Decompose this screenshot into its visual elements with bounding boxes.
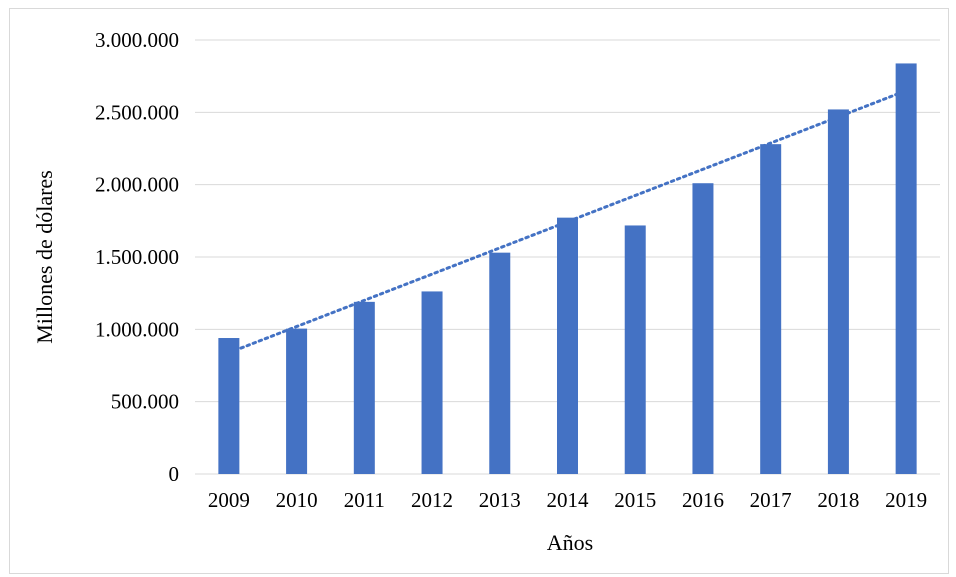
x-axis-title: Años [547, 530, 593, 555]
y-tick-label: 1.500.000 [95, 245, 179, 269]
x-tick-label: 2015 [614, 488, 656, 512]
gridlines [195, 39, 940, 475]
bar-2017 [760, 144, 782, 474]
y-tick-label: 3.000.000 [95, 28, 179, 52]
x-tick-label: 2014 [547, 488, 590, 512]
y-tick-labels: 0 500.000 1.000.000 1.500.000 2.000.000 2.500… [95, 28, 179, 486]
bar-2012 [421, 291, 443, 474]
bar-2018 [827, 109, 849, 474]
bar-2009 [218, 338, 240, 474]
bar-2014 [557, 217, 578, 474]
bar-2011 [353, 301, 375, 474]
x-tick-label: 2016 [682, 488, 724, 512]
x-tick-label: 2012 [411, 488, 453, 512]
bar-2019 [895, 63, 917, 474]
y-tick-label: 500.000 [111, 390, 179, 414]
x-tick-label: 2013 [479, 488, 521, 512]
x-tick-label: 2017 [750, 488, 792, 512]
x-tick-label: 2019 [885, 488, 927, 512]
bar-2010 [286, 328, 308, 474]
bar-2016 [692, 183, 714, 474]
y-tick-label: 2.500.000 [95, 100, 179, 124]
x-tick-label: 2018 [817, 488, 859, 512]
y-tick-label: 2.000.000 [95, 173, 179, 197]
x-tick-label: 2009 [208, 488, 250, 512]
x-tick-labels: 2009 2010 2011 2012 2013 2014 2015 2016 2017 2018… [208, 488, 927, 512]
x-tick-label: 2011 [344, 488, 385, 512]
trendline-group [227, 89, 908, 355]
y-tick-label: 1.000.000 [95, 317, 179, 341]
x-tick-label: 2010 [276, 488, 318, 512]
bar-2015 [624, 225, 646, 474]
y-tick-label: 0 [169, 462, 180, 486]
bars [218, 63, 917, 474]
y-axis-title: Millones de dólares [32, 170, 57, 344]
chart-area [9, 8, 949, 574]
bar-2013 [489, 252, 511, 474]
trendline [227, 89, 908, 355]
